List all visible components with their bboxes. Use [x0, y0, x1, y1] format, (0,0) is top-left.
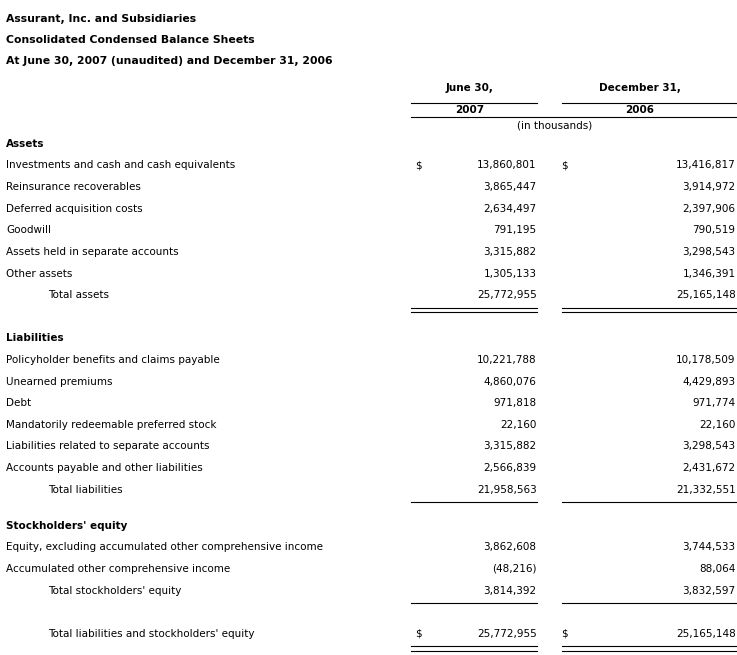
Text: June 30,: June 30, — [446, 83, 493, 93]
Text: Liabilities: Liabilities — [6, 333, 63, 343]
Text: Reinsurance recoverables: Reinsurance recoverables — [6, 182, 141, 192]
Text: 1,346,391: 1,346,391 — [682, 269, 736, 278]
Text: 22,160: 22,160 — [699, 420, 736, 430]
Text: 3,832,597: 3,832,597 — [682, 586, 736, 595]
Text: (in thousands): (in thousands) — [517, 121, 593, 130]
Text: 21,332,551: 21,332,551 — [676, 485, 736, 495]
Text: 3,865,447: 3,865,447 — [483, 182, 537, 192]
Text: 790,519: 790,519 — [693, 225, 736, 235]
Text: 2007: 2007 — [455, 105, 484, 115]
Text: Deferred acquisition costs: Deferred acquisition costs — [6, 204, 142, 214]
Text: 4,860,076: 4,860,076 — [483, 377, 537, 386]
Text: December 31,: December 31, — [598, 83, 681, 93]
Text: 3,914,972: 3,914,972 — [682, 182, 736, 192]
Text: Policyholder benefits and claims payable: Policyholder benefits and claims payable — [6, 355, 220, 365]
Text: 2,634,497: 2,634,497 — [483, 204, 537, 214]
Text: Assurant, Inc. and Subsidiaries: Assurant, Inc. and Subsidiaries — [6, 14, 196, 24]
Text: 25,772,955: 25,772,955 — [477, 629, 537, 639]
Text: 3,298,543: 3,298,543 — [682, 441, 736, 451]
Text: 3,315,882: 3,315,882 — [483, 441, 537, 451]
Text: Equity, excluding accumulated other comprehensive income: Equity, excluding accumulated other comp… — [6, 542, 323, 552]
Text: 2,566,839: 2,566,839 — [483, 463, 537, 473]
Text: 971,818: 971,818 — [493, 398, 537, 408]
Text: 1,305,133: 1,305,133 — [483, 269, 537, 278]
Text: Other assets: Other assets — [6, 269, 72, 278]
Text: $: $ — [415, 629, 422, 639]
Text: Debt: Debt — [6, 398, 31, 408]
Text: Mandatorily redeemable preferred stock: Mandatorily redeemable preferred stock — [6, 420, 217, 430]
Text: Assets: Assets — [6, 139, 44, 149]
Text: $: $ — [562, 629, 568, 639]
Text: 3,298,543: 3,298,543 — [682, 247, 736, 257]
Text: 971,774: 971,774 — [692, 398, 736, 408]
Text: 791,195: 791,195 — [493, 225, 537, 235]
Text: 88,064: 88,064 — [699, 564, 736, 574]
Text: 25,772,955: 25,772,955 — [477, 290, 537, 300]
Text: Goodwill: Goodwill — [6, 225, 51, 235]
Text: Investments and cash and cash equivalents: Investments and cash and cash equivalent… — [6, 160, 235, 170]
Text: Accumulated other comprehensive income: Accumulated other comprehensive income — [6, 564, 230, 574]
Text: $: $ — [415, 160, 422, 170]
Text: Assets held in separate accounts: Assets held in separate accounts — [6, 247, 178, 257]
Text: 10,221,788: 10,221,788 — [477, 355, 537, 365]
Text: (48,216): (48,216) — [492, 564, 537, 574]
Text: 2,431,672: 2,431,672 — [682, 463, 736, 473]
Text: 3,744,533: 3,744,533 — [682, 542, 736, 552]
Text: Total liabilities and stockholders' equity: Total liabilities and stockholders' equi… — [48, 629, 254, 639]
Text: 3,315,882: 3,315,882 — [483, 247, 537, 257]
Text: Unearned premiums: Unearned premiums — [6, 377, 113, 386]
Text: 3,862,608: 3,862,608 — [483, 542, 537, 552]
Text: 25,165,148: 25,165,148 — [676, 290, 736, 300]
Text: 2006: 2006 — [625, 105, 654, 115]
Text: Stockholders' equity: Stockholders' equity — [6, 521, 128, 531]
Text: Consolidated Condensed Balance Sheets: Consolidated Condensed Balance Sheets — [6, 35, 254, 45]
Text: 13,416,817: 13,416,817 — [676, 160, 736, 170]
Text: $: $ — [562, 160, 568, 170]
Text: Total liabilities: Total liabilities — [48, 485, 122, 495]
Text: 10,178,509: 10,178,509 — [676, 355, 736, 365]
Text: 22,160: 22,160 — [500, 420, 537, 430]
Text: Total assets: Total assets — [48, 290, 109, 300]
Text: 4,429,893: 4,429,893 — [682, 377, 736, 386]
Text: 25,165,148: 25,165,148 — [676, 629, 736, 639]
Text: 2,397,906: 2,397,906 — [682, 204, 736, 214]
Text: At June 30, 2007 (unaudited) and December 31, 2006: At June 30, 2007 (unaudited) and Decembe… — [6, 56, 332, 66]
Text: Liabilities related to separate accounts: Liabilities related to separate accounts — [6, 441, 209, 451]
Text: Accounts payable and other liabilities: Accounts payable and other liabilities — [6, 463, 203, 473]
Text: 21,958,563: 21,958,563 — [477, 485, 537, 495]
Text: Total stockholders' equity: Total stockholders' equity — [48, 586, 181, 595]
Text: 13,860,801: 13,860,801 — [477, 160, 537, 170]
Text: 3,814,392: 3,814,392 — [483, 586, 537, 595]
